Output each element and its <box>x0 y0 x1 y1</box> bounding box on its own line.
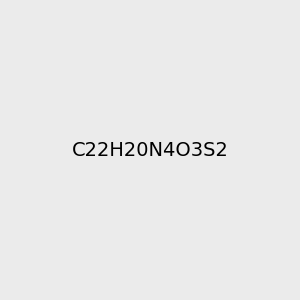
Text: C22H20N4O3S2: C22H20N4O3S2 <box>72 140 228 160</box>
